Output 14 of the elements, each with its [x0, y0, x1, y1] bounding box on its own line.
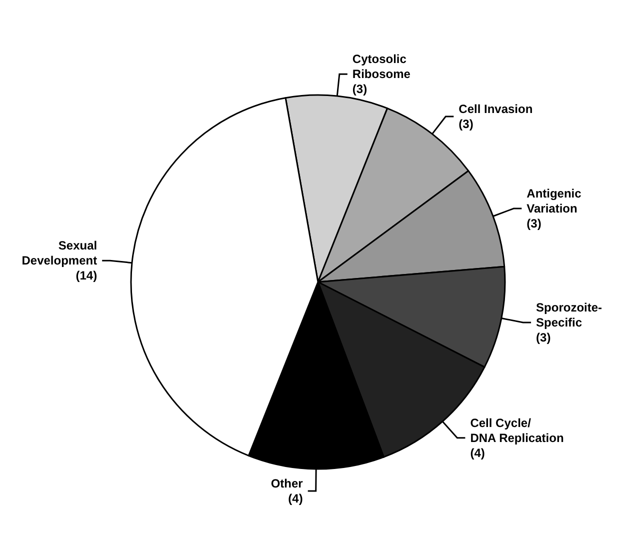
data-label: (3): [458, 117, 474, 132]
slice-label: Antigenic Variation: [526, 186, 582, 216]
slice-label: Cell Cycle/DNA Replication: [470, 416, 564, 445]
slice-label: Cell Invasion: [458, 102, 533, 116]
data-label: (3): [536, 330, 551, 345]
slice-label: Other: [270, 476, 304, 490]
data-label: (14): [76, 268, 98, 283]
data-label: (4): [470, 446, 485, 460]
data-label: (3): [526, 216, 542, 231]
slice-label: Cytosolic Ribosome: [352, 52, 411, 82]
data-label: (3): [352, 82, 368, 96]
slice-label: Sporozoite-Specific: [536, 300, 602, 330]
data-label: (4): [288, 491, 303, 506]
slice-label: Sexual Development: [22, 238, 98, 268]
